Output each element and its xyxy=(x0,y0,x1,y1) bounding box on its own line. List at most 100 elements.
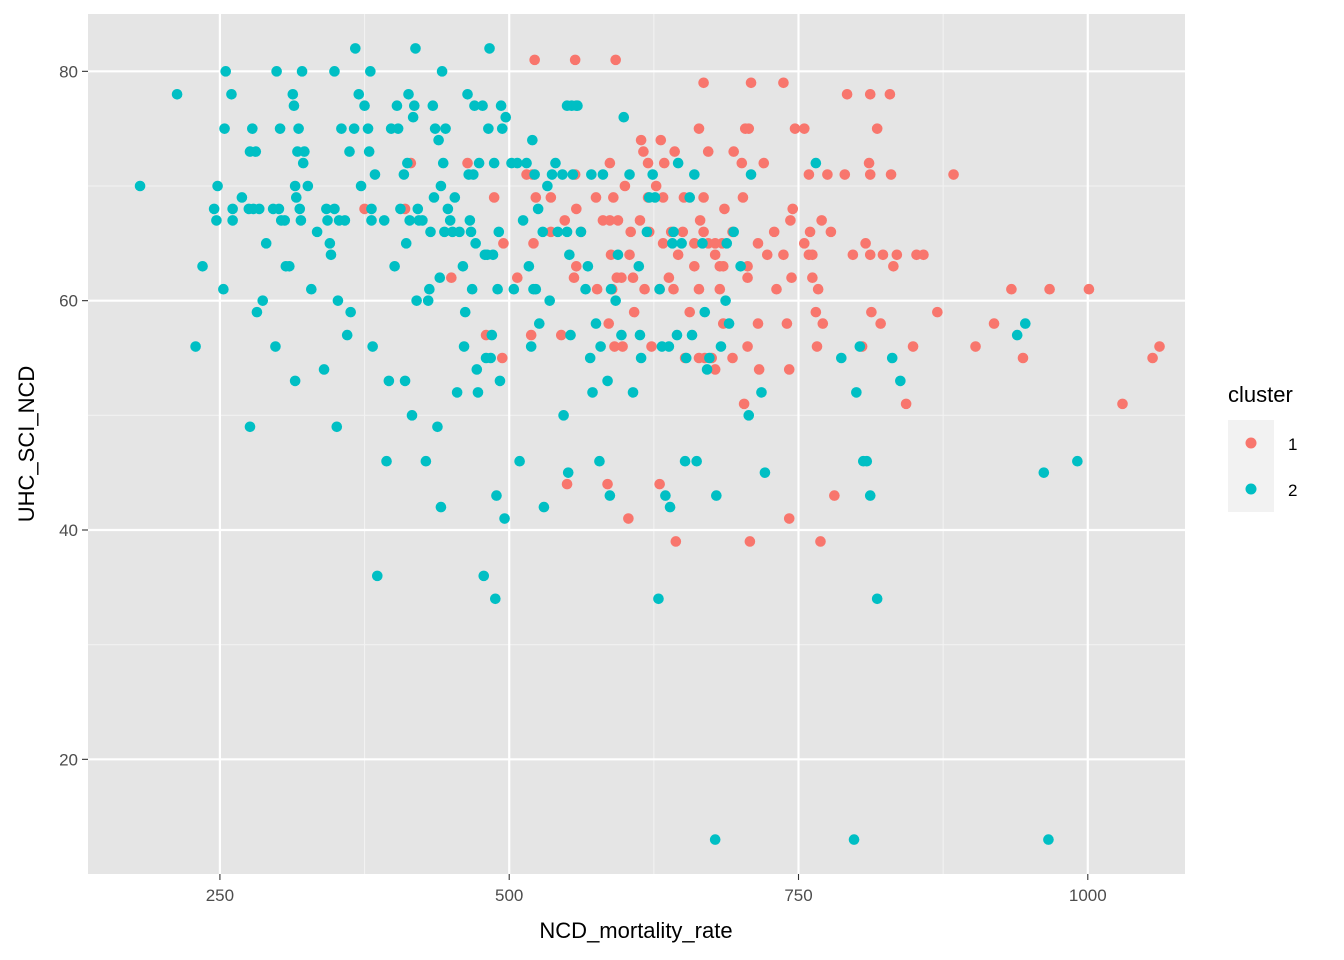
series-2-point xyxy=(575,226,587,238)
series-1-point xyxy=(812,283,824,295)
series-2-point xyxy=(653,593,664,605)
series-2-point xyxy=(580,283,591,295)
series-2-point xyxy=(427,100,439,112)
series-1-point xyxy=(698,77,709,89)
series-2-point xyxy=(492,283,503,295)
series-2-point xyxy=(470,238,481,249)
series-1-point xyxy=(1117,398,1128,410)
series-2-point xyxy=(469,100,480,112)
series-1-point xyxy=(785,215,796,226)
series-2-point xyxy=(495,100,507,112)
series-1-point xyxy=(657,238,669,249)
series-2-point xyxy=(289,180,301,192)
series-2-point xyxy=(720,295,731,306)
series-2-point xyxy=(587,387,598,398)
series-1-point xyxy=(970,341,981,352)
series-2-point xyxy=(529,169,540,180)
series-2-point xyxy=(527,134,538,146)
series-1-point xyxy=(717,260,729,272)
series-1-point xyxy=(753,364,765,375)
series-2-point xyxy=(496,123,508,134)
series-1-point xyxy=(571,260,582,272)
series-2-point xyxy=(756,387,767,398)
series-1-point xyxy=(864,169,876,180)
series-1-point xyxy=(623,513,634,524)
series-1-point xyxy=(742,272,753,284)
series-1-point xyxy=(1147,352,1158,364)
series-1-point xyxy=(787,203,799,215)
series-2-point xyxy=(604,490,616,501)
series-2-point xyxy=(435,501,447,513)
series-1-point xyxy=(619,180,631,192)
series-1-point xyxy=(884,88,896,100)
series-1-point xyxy=(885,169,897,180)
series-1-point xyxy=(877,249,889,261)
series-2-point xyxy=(365,66,376,77)
series-2-point xyxy=(500,111,512,123)
legend: cluster 1 2 xyxy=(1228,382,1297,512)
series-2-point xyxy=(671,329,683,341)
series-2-point xyxy=(389,260,400,272)
series-2-point xyxy=(711,490,722,501)
series-1-point xyxy=(634,215,646,226)
series-2-point xyxy=(895,375,906,387)
series-2-point xyxy=(458,341,470,352)
series-2-point xyxy=(409,100,420,112)
series-1-point xyxy=(602,478,613,490)
series-1-point xyxy=(529,54,540,66)
series-1-point xyxy=(559,215,571,226)
series-2-point xyxy=(226,88,237,100)
series-2-point xyxy=(517,215,529,226)
series-2-point xyxy=(134,180,146,192)
series-1-point xyxy=(798,123,810,134)
series-1-point xyxy=(635,134,647,146)
series-2-point xyxy=(321,203,332,215)
series-1-point xyxy=(616,272,627,284)
series-1-point xyxy=(591,283,603,295)
series-1-point xyxy=(736,157,748,169)
series-2-point xyxy=(499,513,510,524)
series-1-point xyxy=(608,192,619,203)
series-2-point xyxy=(462,88,473,100)
series-2-point xyxy=(466,283,478,295)
series-1-point xyxy=(569,54,581,66)
series-2-point xyxy=(227,203,238,215)
series-2-point xyxy=(594,455,605,467)
series-1-point xyxy=(829,490,840,501)
series-2-point xyxy=(260,238,272,249)
series-1-point xyxy=(646,341,657,352)
series-2-point xyxy=(341,329,353,341)
series-1-point xyxy=(864,249,876,261)
series-1-point xyxy=(709,249,721,261)
series-2-point xyxy=(437,157,449,169)
series-1-point xyxy=(811,341,823,352)
series-2-point xyxy=(595,341,606,352)
series-1-point xyxy=(815,536,826,547)
series-2-point xyxy=(1072,455,1083,467)
y-tick-label: 40 xyxy=(59,521,78,540)
series-1-point xyxy=(778,249,789,261)
series-2-point xyxy=(449,192,461,203)
series-1-point xyxy=(738,398,750,410)
series-2-point xyxy=(468,169,479,180)
series-2-point xyxy=(854,341,866,352)
series-2-point xyxy=(1020,318,1031,329)
series-2-point xyxy=(227,215,238,226)
series-1-point xyxy=(807,272,818,284)
series-2-point xyxy=(689,169,700,180)
series-2-point xyxy=(1038,467,1050,478)
series-2-point xyxy=(271,66,282,77)
series-2-point xyxy=(412,203,424,215)
series-2-point xyxy=(472,387,484,398)
series-2-point xyxy=(244,421,256,433)
x-tick-label: 750 xyxy=(784,886,812,905)
series-2-point xyxy=(660,490,671,501)
series-2-point xyxy=(686,329,698,341)
series-2-point xyxy=(641,226,653,238)
legend-label-1: 1 xyxy=(1288,435,1297,454)
series-1-point xyxy=(804,226,816,238)
y-tick-label: 20 xyxy=(59,750,78,769)
series-2-point xyxy=(290,192,302,203)
series-1-point xyxy=(590,192,602,203)
series-1-point xyxy=(807,249,818,261)
